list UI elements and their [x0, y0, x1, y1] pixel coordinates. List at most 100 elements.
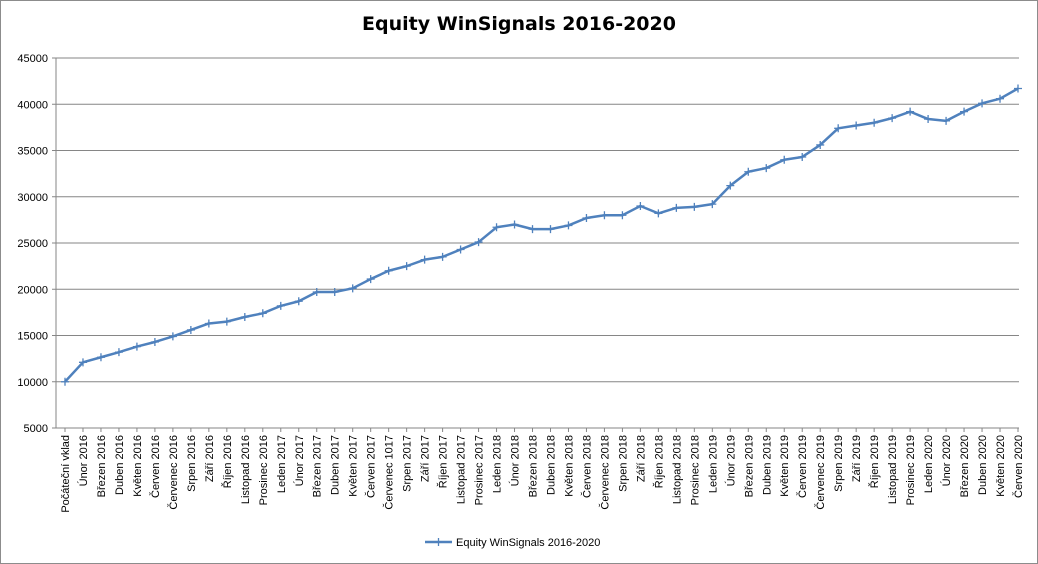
legend-entry-label: Equity WinSignals 2016-2020: [456, 537, 600, 549]
y-tick-label: 30000: [17, 192, 48, 204]
x-tick-label: Únor 2017: [293, 435, 306, 486]
data-point-marker: [78, 358, 87, 367]
x-tick-label: Říjen 2019: [868, 435, 881, 488]
data-point-marker: [150, 337, 159, 346]
y-tick-label: 45000: [17, 53, 48, 65]
legend: Equity WinSignals 2016-2020: [425, 537, 600, 549]
data-point-marker: [780, 155, 789, 164]
data-point-marker: [798, 152, 807, 161]
y-tick-label: 25000: [17, 238, 48, 250]
y-tick-label: 20000: [17, 284, 48, 296]
x-tick-label: Srpen 2016: [186, 435, 198, 492]
x-tick-label: Duben 2019: [761, 435, 773, 495]
x-tick-label: Leden 2019: [707, 435, 719, 493]
x-tick-label: Červenec 2018: [598, 435, 611, 510]
data-point-marker: [402, 262, 411, 271]
data-point-marker: [762, 164, 771, 173]
x-tick-label: Listopad 2017: [456, 435, 468, 504]
x-axis: Počáteční vklad Únor 2016 Březen 2016 Duben…: [56, 427, 1025, 513]
x-tick-label: Duben 2020: [977, 435, 989, 495]
x-tick-label: Září 2017: [420, 435, 432, 482]
x-tick-label: Březen 2019: [743, 435, 755, 497]
y-tick-label: 40000: [17, 99, 48, 111]
data-point-marker: [1014, 84, 1022, 93]
data-point-marker: [888, 114, 897, 123]
data-point-marker: [528, 225, 537, 234]
x-tick-label: Listopad 2018: [671, 435, 683, 504]
x-tick-label: Leden 2018: [492, 435, 504, 493]
data-point-marker: [168, 332, 177, 341]
series-group: [61, 84, 1022, 386]
data-point-marker: [708, 200, 717, 209]
y-tick-label: 5000: [24, 423, 48, 435]
data-point-marker: [348, 284, 357, 293]
x-tick-label: Prosinec 2017: [474, 435, 486, 505]
data-point-marker: [384, 266, 393, 275]
x-tick-label: Březen 2018: [528, 435, 540, 497]
data-point-marker: [258, 309, 267, 318]
data-point-marker: [744, 167, 753, 176]
x-tick-label: Červen 2019: [796, 435, 809, 498]
data-point-marker: [654, 209, 663, 218]
data-point-marker: [366, 275, 375, 284]
x-tick-label: Listopad 2016: [240, 435, 252, 504]
x-tick-label: Červen 2017: [365, 435, 378, 498]
data-point-marker: [672, 203, 681, 212]
x-tick-label: Počáteční vklad: [60, 435, 72, 513]
data-point-marker: [420, 255, 429, 264]
legend-marker: [434, 538, 443, 546]
x-tick-label: Únor 2016: [77, 435, 90, 486]
data-point-marker: [906, 107, 915, 116]
chart-title: Equity WinSignals 2016-2020: [362, 13, 676, 35]
data-point-marker: [546, 225, 555, 234]
x-tick-label: Srpen 2018: [617, 435, 629, 492]
data-point-marker: [582, 214, 591, 223]
data-point-marker: [870, 118, 879, 127]
x-tick-label: Květen 2019: [779, 435, 791, 497]
x-tick-label: Březen 2020: [959, 435, 971, 497]
x-tick-label: Listopad 2019: [887, 435, 899, 504]
data-point-marker: [186, 325, 195, 334]
data-point-marker: [474, 238, 483, 247]
y-tick-label: 35000: [17, 146, 48, 158]
data-point-marker: [132, 342, 141, 351]
series-line: [64, 87, 1019, 383]
x-tick-label: Červenec 2019: [814, 435, 827, 510]
grid-lines: [56, 57, 1019, 429]
x-tick-label: Prosinec 2016: [258, 435, 270, 505]
x-tick-label: Květen 2016: [132, 435, 144, 497]
x-tick-label: Červenec 2016: [167, 435, 180, 510]
data-point-marker: [852, 121, 861, 130]
y-tick-label: 10000: [17, 377, 48, 389]
x-tick-label: Leden 2017: [276, 435, 288, 493]
data-point-marker: [636, 202, 645, 210]
x-tick-label: Prosinec 2019: [905, 435, 917, 505]
data-point-marker: [204, 319, 213, 328]
data-point-marker: [978, 99, 987, 108]
x-tick-label: Prosinec 2018: [689, 435, 701, 505]
data-point-marker: [600, 211, 609, 220]
data-point-marker: [510, 220, 519, 229]
x-tick-label: Říjen 2017: [437, 435, 450, 488]
x-tick-label: Červen 2020: [1012, 435, 1025, 498]
x-tick-label: Duben 2016: [114, 435, 126, 495]
data-point-marker: [996, 94, 1005, 103]
data-point-marker: [960, 107, 969, 116]
x-tick-label: Říjen 2016: [221, 435, 234, 488]
x-tick-label: Září 2016: [204, 435, 216, 482]
x-tick-label: Září 2019: [851, 435, 863, 482]
x-tick-label: Červen 2018: [580, 435, 593, 498]
x-tick-label: Září 2018: [635, 435, 647, 482]
x-tick-label: Březen 2016: [96, 435, 108, 497]
x-tick-label: Duben 2017: [330, 435, 342, 495]
x-tick-label: Červenec 1017: [383, 435, 396, 510]
data-point-marker: [61, 377, 69, 386]
y-axis: 5000 10000 15000 20000 25000 30000 35000 40000 4…: [17, 53, 57, 435]
data-point-marker: [492, 223, 501, 232]
x-tick-label: Květen 2018: [563, 435, 575, 497]
y-tick-label: 15000: [17, 331, 48, 343]
x-tick-label: Červen 2016: [149, 435, 162, 498]
data-point-marker: [330, 288, 339, 297]
